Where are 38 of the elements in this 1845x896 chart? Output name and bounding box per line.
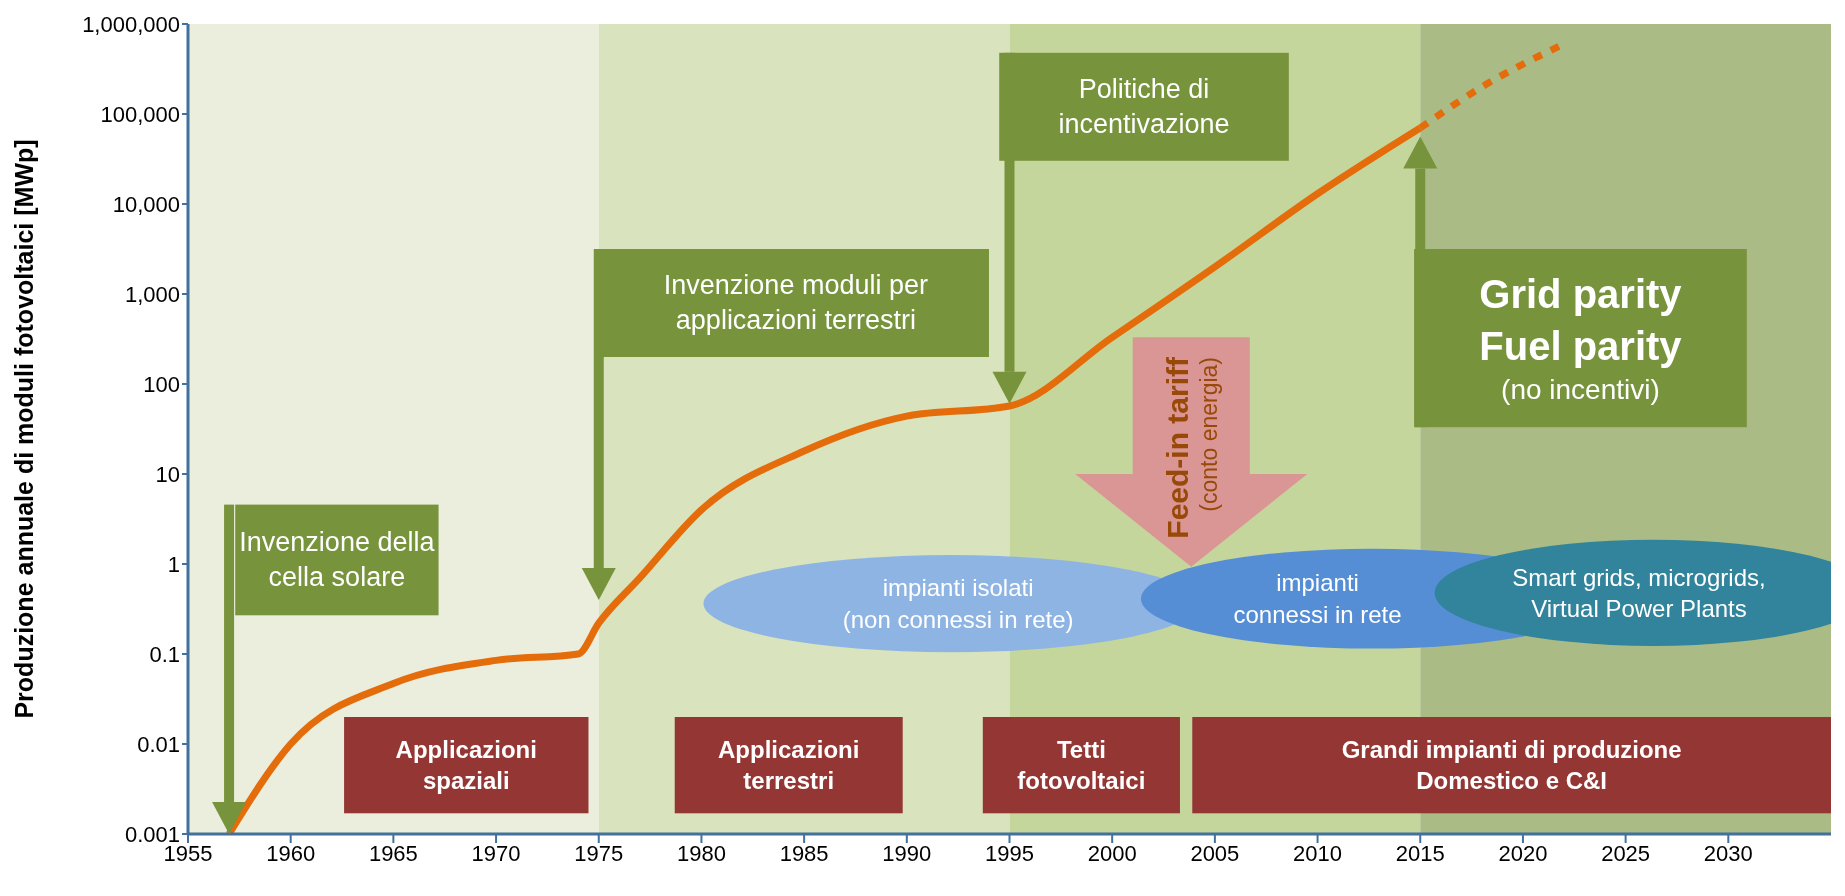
annotation: impianti connessi in rete <box>1233 568 1402 630</box>
x-tick-label: 2020 <box>1498 840 1548 866</box>
y-tick-label: 0.001 <box>124 821 180 847</box>
annotation: Feed-in tariff (conto energia) <box>1160 357 1222 539</box>
x-tick-label: 1960 <box>266 840 316 866</box>
y-tick-label: 100,000 <box>100 101 180 127</box>
y-tick-label: 1 <box>167 551 180 577</box>
x-tick-label: 2000 <box>1087 840 1137 866</box>
x-tick-label: 1970 <box>471 840 521 866</box>
x-tick-label: 2030 <box>1703 840 1753 866</box>
x-tick-label: 1975 <box>574 840 624 866</box>
annotation: Invenzione della cella solare <box>239 525 435 594</box>
annotation: Smart grids, microgrids, Virtual Power Plants <box>1512 562 1766 624</box>
y-axis-title: Produzione annuale di moduli fotovoltaici [MWp] <box>9 139 38 719</box>
x-tick-label: 1990 <box>882 840 932 866</box>
annotation: Tetti fotovoltaici <box>1017 734 1146 797</box>
x-tick-label: 2010 <box>1293 840 1343 866</box>
y-tick-label: 0.1 <box>149 641 180 667</box>
x-tick-label: 1995 <box>985 840 1034 866</box>
annotation: Invenzione moduli per applicazioni terrestri <box>663 268 928 337</box>
x-tick-label: 2015 <box>1395 840 1445 866</box>
y-tick-label: 1,000 <box>124 281 180 307</box>
y-tick-label: 10,000 <box>112 191 180 217</box>
annotation: Applicazioni terrestri <box>718 734 860 797</box>
y-tick-label: 1,000,000 <box>82 11 180 37</box>
x-tick-label: 2025 <box>1601 840 1651 866</box>
x-tick-label: 1985 <box>779 840 829 866</box>
annotation: Grid parity Fuel parity (no incentivi) <box>1479 270 1682 407</box>
annotation: Grandi impianti di produzione Domestico e C&I <box>1341 734 1682 797</box>
y-tick-label: 0.01 <box>137 731 180 757</box>
y-tick-label: 10 <box>155 461 180 487</box>
annotation: impianti isolati (non connessi in rete) <box>842 573 1074 635</box>
y-tick-label: 100 <box>143 371 180 397</box>
x-tick-label: 1980 <box>676 840 726 866</box>
x-tick-label: 2005 <box>1190 840 1240 866</box>
x-tick-label: 1965 <box>368 840 418 866</box>
annotation: Applicazioni spaziali <box>395 734 537 797</box>
annotation: Politiche di incentivazione <box>1058 72 1230 141</box>
